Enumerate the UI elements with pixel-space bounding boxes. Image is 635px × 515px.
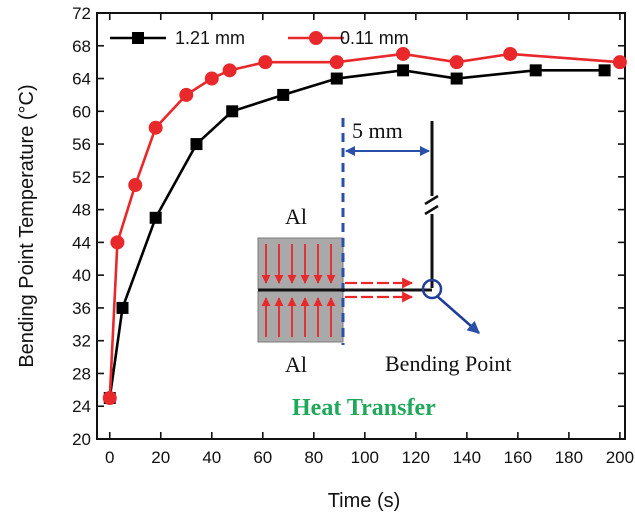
schematic-inset: 5 mm Al Al Bending Point Heat Transfer — [257, 118, 512, 421]
y-tick-label: 24 — [72, 397, 91, 416]
x-tick-label: 200 — [606, 448, 634, 467]
data-point — [148, 120, 163, 135]
distance-label: 5 mm — [352, 118, 403, 143]
y-tick-label: 60 — [72, 102, 91, 121]
y-tick-label: 72 — [72, 4, 91, 23]
y-tick-label: 28 — [72, 364, 91, 383]
data-point — [204, 71, 219, 86]
series-layer — [102, 46, 627, 406]
x-tick-label: 0 — [105, 448, 114, 467]
data-point — [102, 391, 117, 406]
x-axis-title: Time (s) — [328, 490, 401, 512]
data-point — [329, 55, 344, 70]
data-point — [450, 72, 463, 85]
data-point — [128, 178, 143, 193]
series-1 — [102, 46, 627, 406]
y-tick-label: 40 — [72, 266, 91, 285]
data-point — [179, 87, 194, 102]
y-tick-label: 48 — [72, 201, 91, 220]
y-tick-label: 68 — [72, 37, 91, 56]
x-tick-label: 20 — [151, 448, 170, 467]
data-point — [277, 88, 290, 101]
x-tick-label: 120 — [402, 448, 430, 467]
heat-transfer-label: Heat Transfer — [292, 395, 436, 421]
x-tick-label: 60 — [253, 448, 272, 467]
al-top-label: Al — [285, 204, 307, 229]
y-tick-label: 56 — [72, 135, 91, 154]
data-point — [149, 211, 162, 224]
x-tick-label: 80 — [304, 448, 323, 467]
data-point — [226, 105, 239, 118]
y-tick-label: 52 — [72, 168, 91, 187]
y-tick-label: 20 — [72, 430, 91, 449]
axes: 0 20 40 60 80 100 120 140 160 180 200 20 24 28 32 36 40 4… — [16, 4, 634, 512]
legend-marker — [309, 31, 323, 45]
legend-label: 1.21 mm — [175, 28, 245, 48]
bending-point-circle — [421, 278, 443, 300]
data-point — [397, 64, 410, 77]
legend-marker — [132, 32, 144, 44]
plot-frame — [96, 12, 626, 440]
y-axis-title: Bending Point Temperature (°C) — [16, 84, 38, 367]
data-point — [258, 55, 273, 70]
series-0 — [103, 64, 611, 405]
y-tick-label: 44 — [72, 233, 91, 252]
data-point — [116, 301, 129, 314]
data-point — [110, 235, 125, 250]
bending-point-label: Bending Point — [385, 351, 512, 376]
data-point — [396, 46, 411, 61]
legend-label: 0.11 mm — [340, 28, 409, 48]
y-tick-label: 32 — [72, 332, 91, 351]
data-point — [190, 138, 203, 151]
y-tick-label: 64 — [72, 70, 91, 89]
data-point — [449, 55, 464, 70]
al-bottom-label: Al — [285, 352, 307, 377]
data-point — [330, 72, 343, 85]
data-point — [612, 55, 627, 70]
x-tick-label: 160 — [504, 448, 532, 467]
y-tick-label: 36 — [72, 299, 91, 318]
x-tick-label: 180 — [555, 448, 583, 467]
data-point — [503, 46, 518, 61]
break-mark-icon — [424, 194, 439, 216]
x-tick-label: 100 — [351, 448, 379, 467]
data-point — [598, 64, 611, 77]
data-point — [529, 64, 542, 77]
x-tick-label: 40 — [202, 448, 221, 467]
series-line — [108, 52, 620, 399]
data-point — [222, 63, 237, 78]
x-tick-label: 140 — [453, 448, 481, 467]
bending-point-pointer — [437, 296, 480, 334]
legend: 1.21 mm 0.11 mm — [110, 28, 409, 48]
